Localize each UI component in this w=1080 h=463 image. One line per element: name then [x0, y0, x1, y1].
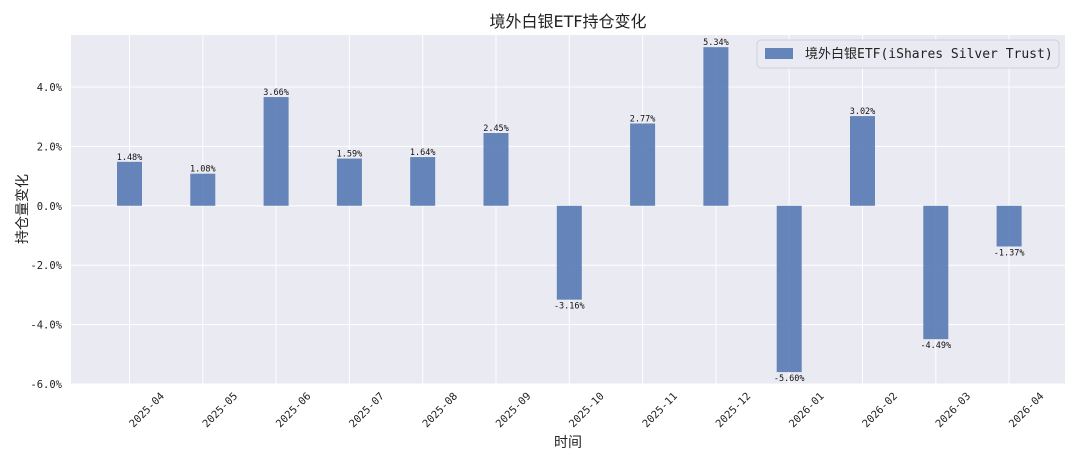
y-tick-label: -2.0% — [30, 260, 62, 272]
x-axis-label: 时间 — [554, 435, 582, 451]
bar — [923, 205, 949, 340]
legend: 境外白银ETF(iShares Silver Trust) — [756, 39, 1060, 69]
bar — [410, 157, 436, 206]
x-tick-label: 2025-07 — [347, 390, 387, 430]
x-tick-label: 2025-09 — [494, 390, 534, 430]
data-label: 1.08% — [190, 165, 216, 175]
data-label: -3.16% — [554, 302, 585, 312]
data-label: 1.48% — [117, 153, 143, 163]
data-label: -5.60% — [774, 374, 805, 384]
data-label: 3.02% — [850, 107, 876, 117]
data-label: -1.37% — [994, 248, 1025, 258]
bar — [117, 161, 142, 206]
y-tick-label: 4.0% — [37, 82, 63, 94]
data-label: 5.34% — [703, 38, 729, 48]
y-axis-ticks: -6.0% -4.0% -2.0% 0.0% 2.0% 4.0% — [30, 82, 62, 391]
bar — [850, 116, 875, 206]
data-label: 1.64% — [410, 148, 436, 158]
bar — [263, 97, 289, 206]
legend-entry: 境外白银ETF(iShares Silver Trust) — [805, 46, 1053, 62]
data-label: 2.77% — [630, 115, 656, 125]
y-tick-label: 2.0% — [37, 141, 63, 153]
x-tick-label: 2025-10 — [567, 390, 607, 430]
bar — [776, 205, 802, 373]
bar — [630, 123, 656, 206]
bars — [117, 47, 1022, 373]
bar — [996, 205, 1022, 247]
y-tick-label: -6.0% — [30, 379, 62, 391]
chart-title: 境外白银ETF持仓变化 — [489, 12, 646, 31]
bar — [190, 173, 216, 206]
y-axis-label: 持仓量变化 — [15, 174, 31, 244]
x-tick-label: 2025-06 — [274, 390, 314, 430]
x-tick-label: 2025-11 — [640, 390, 680, 430]
x-tick-label: 2025-08 — [420, 390, 460, 430]
x-tick-label: 2026-04 — [1007, 390, 1047, 430]
x-tick-label: 2026-03 — [933, 390, 973, 430]
bar — [336, 158, 362, 206]
bar — [703, 47, 729, 206]
x-tick-label: 2025-04 — [127, 390, 167, 430]
y-tick-label: -4.0% — [30, 320, 62, 332]
data-label: -4.49% — [920, 341, 951, 351]
data-label: 3.66% — [263, 88, 289, 98]
x-tick-label: 2026-01 — [787, 390, 827, 430]
bar — [556, 205, 582, 300]
data-label: 1.59% — [337, 150, 363, 160]
y-tick-label: 0.0% — [37, 201, 63, 213]
x-tick-label: 2025-05 — [200, 390, 240, 430]
x-tick-label: 2026-02 — [860, 390, 900, 430]
bar — [483, 133, 509, 206]
data-label: 2.45% — [483, 124, 509, 134]
legend-box — [756, 39, 1060, 69]
x-tick-label: 2025-12 — [714, 390, 754, 430]
x-axis-ticks: 2025-04 2025-05 2025-06 2025-07 2025-08 2025-… — [127, 390, 1046, 430]
data-labels: 1.48% 1.08% 3.66% 1.59% 1.64% 2.45% -3.16% 2.77… — [117, 38, 1025, 384]
legend-swatch — [765, 48, 793, 59]
